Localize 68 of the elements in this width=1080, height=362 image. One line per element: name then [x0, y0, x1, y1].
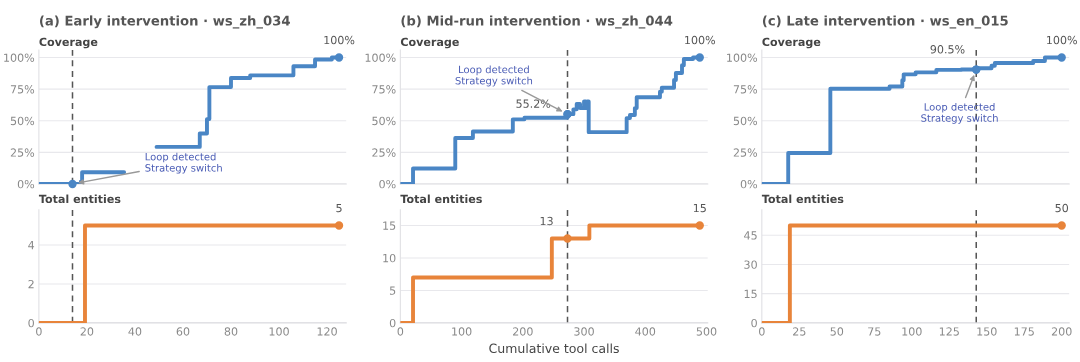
chart-subtitle: Coverage [762, 37, 821, 49]
y-tick-label: 15 [383, 221, 396, 230]
y-tick-label: 5 [389, 286, 396, 295]
x-tick-label: 60 [176, 327, 190, 336]
x-tick-label: 300 [574, 327, 594, 336]
chart-subtitle: Coverage [39, 37, 98, 49]
x-tick-label: 400 [635, 327, 656, 336]
y-tick-label: 0 [28, 318, 34, 328]
chart-title: Total entities [400, 194, 482, 204]
x-tick-label: 25 [793, 327, 806, 336]
chart-subtitle: Coverage [400, 37, 459, 49]
y-tick-label: 100% [727, 53, 758, 62]
y-tick-label: 75% [10, 85, 35, 94]
x-tick-label: 175 [1014, 327, 1034, 336]
x-tick-label: 75 [868, 327, 881, 336]
x-tick-label: 20 [80, 327, 94, 336]
chart-title: Total entities [761, 194, 844, 204]
y-tick-label: 45 [744, 231, 757, 240]
x-tick-label: 0 [759, 327, 765, 336]
y-tick-label: 75% [733, 85, 758, 94]
y-tick-label: 2 [28, 279, 34, 289]
x-tick-label: 150 [977, 327, 997, 336]
chart-title: (b) Mid-run intervention · ws_zh_044 [401, 15, 673, 29]
x-axis-title: Cumulative tool calls [489, 343, 619, 354]
x-tick-label: 40 [128, 327, 142, 336]
y-tick-label: 100% [365, 53, 396, 62]
y-tick-label: 0% [379, 179, 396, 189]
x-tick-label: 0 [397, 327, 404, 336]
x-tick-label: 200 [513, 327, 533, 336]
x-tick-label: 50 [830, 327, 844, 336]
x-tick-label: 100 [452, 327, 472, 336]
x-tick-label: 500 [696, 327, 717, 336]
y-tick-label: 0 [751, 318, 757, 328]
y-tick-label: 25% [372, 148, 396, 157]
y-tick-label: 15 [744, 289, 757, 299]
annotation: 13 [540, 216, 553, 226]
annotation: Loop detected Strategy switch [455, 65, 533, 87]
y-tick-label: 75% [372, 85, 396, 94]
annotation: 100% [324, 35, 355, 45]
x-tick-label: 0 [36, 327, 42, 336]
y-tick-label: 100% [4, 53, 35, 62]
annotation: 100% [685, 35, 716, 45]
annotation: 50 [1055, 203, 1069, 213]
annotation: 5 [336, 203, 342, 213]
x-tick-label: 120 [317, 327, 337, 336]
chart-title: Total entities [38, 194, 121, 204]
x-tick-label: 100 [269, 327, 289, 336]
y-tick-label: 10 [383, 253, 396, 263]
y-tick-label: 0% [17, 179, 35, 189]
annotation: 15 [693, 203, 706, 213]
chart-title: (a) Early intervention · ws_zh_034 [40, 15, 290, 29]
y-tick-label: 50% [372, 116, 396, 126]
y-tick-label: 0% [740, 179, 758, 189]
annotation: Loop detected Strategy switch [145, 152, 222, 174]
y-tick-label: 30 [744, 260, 757, 269]
y-tick-label: 50% [733, 116, 758, 126]
chart-title: (c) Late intervention · ws_en_015 [762, 15, 1008, 29]
x-tick-label: 80 [224, 327, 238, 336]
y-tick-label: 25% [10, 148, 35, 157]
y-tick-label: 50% [10, 116, 35, 126]
annotation: 100% [1047, 35, 1077, 45]
y-tick-label: 0 [389, 318, 396, 328]
annotation: 90.5% [930, 45, 965, 54]
y-tick-label: 4 [28, 241, 35, 250]
x-tick-label: 125 [939, 327, 959, 336]
y-tick-label: 25% [733, 148, 758, 157]
x-tick-label: 200 [1051, 327, 1072, 336]
x-tick-label: 100 [902, 327, 922, 336]
